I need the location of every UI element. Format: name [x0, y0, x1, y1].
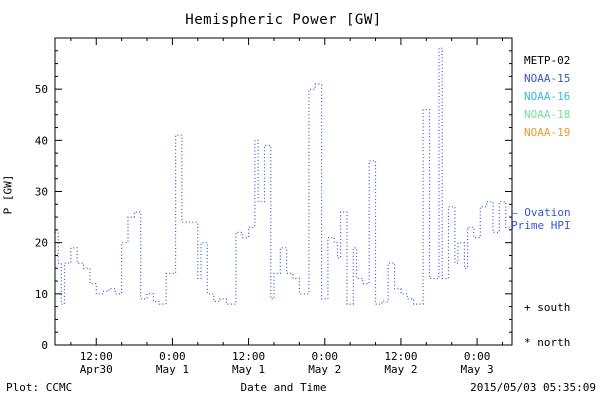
legend-item-noaa18: NOAA-18 [524, 108, 571, 121]
ovation-label-line1: – Ovation [511, 206, 571, 219]
satellite-legend: METP-02 NOAA-15 NOAA-16 NOAA-18 NOAA-19 [524, 52, 570, 142]
legend-item-noaa15: NOAA-15 [524, 72, 571, 85]
ovation-label-line2: Prime HPI [511, 219, 571, 232]
x-tick-date: May 2 [308, 363, 341, 376]
y-tick-label: 20 [35, 237, 48, 250]
x-axis-label: Date and Time [240, 381, 327, 394]
y-tick-label: 40 [35, 134, 48, 147]
x-tick-date: May 1 [156, 363, 189, 376]
x-tick-date: May 1 [232, 363, 265, 376]
hpi-step-line [55, 47, 510, 305]
ovation-prime-hpi-label: – Ovation Prime HPI [511, 206, 571, 232]
plot-frame [54, 37, 513, 346]
y-tick-label: 50 [35, 83, 48, 96]
x-tick-time: 0:00 [312, 350, 339, 363]
x-tick-date: May 2 [384, 363, 417, 376]
x-tick-time: 0:00 [464, 350, 491, 363]
plot-timestamp: 2015/05/03 05:35:09 [470, 381, 596, 394]
x-tick-time: 12:00 [384, 350, 417, 363]
legend-item-noaa19: NOAA-19 [524, 126, 571, 139]
legend-item-noaa16: NOAA-16 [524, 90, 571, 103]
x-tick-date: May 3 [461, 363, 494, 376]
y-tick-label: 0 [41, 339, 48, 352]
x-tick-time: 12:00 [232, 350, 265, 363]
north-marker-label: * north [524, 336, 571, 349]
y-tick-label: 30 [35, 186, 48, 199]
legend-item-metp02: METP-02 [524, 54, 571, 67]
y-tick-label: 10 [35, 288, 48, 301]
x-tick-time: 12:00 [80, 350, 113, 363]
x-tick-date: Apr30 [80, 363, 113, 376]
y-axis-label: P [GW] [1, 174, 15, 215]
plot-credit: Plot: CCMC [6, 381, 73, 394]
x-tick-time: 0:00 [159, 350, 186, 363]
south-marker-label: + south [524, 301, 571, 314]
plot-title: Hemispheric Power [GW] [185, 12, 382, 28]
